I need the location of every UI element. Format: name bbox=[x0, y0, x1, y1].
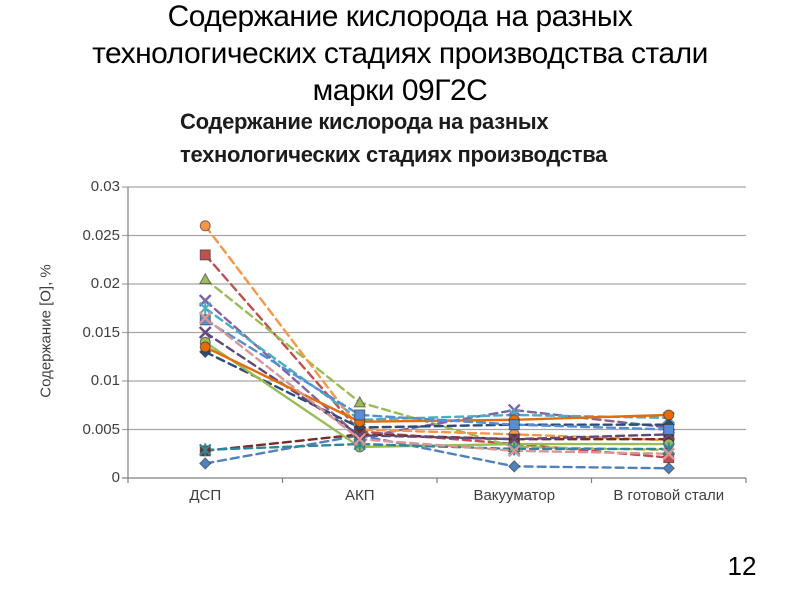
chart-title-line-1: Содержание кислорода на разных bbox=[180, 109, 549, 134]
asterisk-marker bbox=[199, 301, 212, 315]
series-line bbox=[204, 345, 670, 423]
x-tick-label: ДСП bbox=[189, 487, 222, 504]
x-marker bbox=[507, 444, 521, 458]
chart-title-line-2: технологических стадиях производства bbox=[180, 142, 608, 167]
series-line bbox=[204, 316, 670, 455]
y-axis-title: Содержание [О], % bbox=[37, 264, 55, 398]
page-number: 12 bbox=[727, 551, 757, 581]
y-tick-label: 0.02 bbox=[90, 275, 120, 292]
y-tick-label: 0.01 bbox=[90, 372, 120, 389]
x-tick-label: Вакууматор bbox=[473, 487, 556, 504]
series-line bbox=[204, 442, 670, 452]
triangle-marker bbox=[198, 272, 212, 285]
series-line bbox=[204, 299, 670, 439]
x-marker bbox=[353, 432, 367, 446]
y-tick-label: 0 bbox=[111, 469, 120, 486]
chart-title: Содержание кислорода на разных технологи… bbox=[180, 105, 607, 171]
square-marker bbox=[663, 424, 675, 435]
square-marker bbox=[508, 419, 520, 431]
y-tick-label: 0.005 bbox=[82, 420, 120, 438]
square-marker bbox=[354, 409, 366, 421]
x-marker bbox=[662, 447, 676, 461]
slide-title-line-3: марки 09Г2С bbox=[312, 74, 488, 107]
x-marker bbox=[198, 326, 212, 339]
square-marker bbox=[199, 249, 211, 261]
slide-title-line-1: Содержание кислорода на разных bbox=[167, 0, 633, 33]
x-tick-label: АКП bbox=[344, 487, 375, 504]
asterisk-marker bbox=[508, 442, 521, 456]
circle-marker bbox=[199, 341, 211, 353]
square-marker bbox=[199, 314, 211, 326]
slide-title-line-2: технологических стадиях производства ста… bbox=[92, 37, 708, 70]
circle-marker bbox=[199, 220, 211, 232]
y-tick-label: 0.025 bbox=[82, 226, 120, 244]
x-marker bbox=[507, 432, 521, 446]
diamond-marker bbox=[662, 462, 675, 475]
diamond-marker bbox=[199, 457, 212, 470]
asterisk-marker bbox=[199, 443, 212, 457]
circle-marker bbox=[663, 409, 675, 421]
series-line bbox=[204, 277, 670, 452]
series-line bbox=[204, 350, 670, 429]
x-marker bbox=[198, 311, 212, 325]
x-tick-label: В готовой стали bbox=[613, 487, 725, 504]
y-tick-label: 0.015 bbox=[82, 323, 120, 341]
y-tick-label: 0.03 bbox=[90, 178, 120, 195]
series-line bbox=[204, 318, 670, 431]
triangle-marker bbox=[353, 395, 367, 408]
diamond-marker bbox=[508, 460, 521, 473]
series-line bbox=[204, 433, 670, 453]
series-line bbox=[204, 434, 670, 470]
slide-title: Содержание кислорода на разных технологи… bbox=[0, 0, 800, 109]
